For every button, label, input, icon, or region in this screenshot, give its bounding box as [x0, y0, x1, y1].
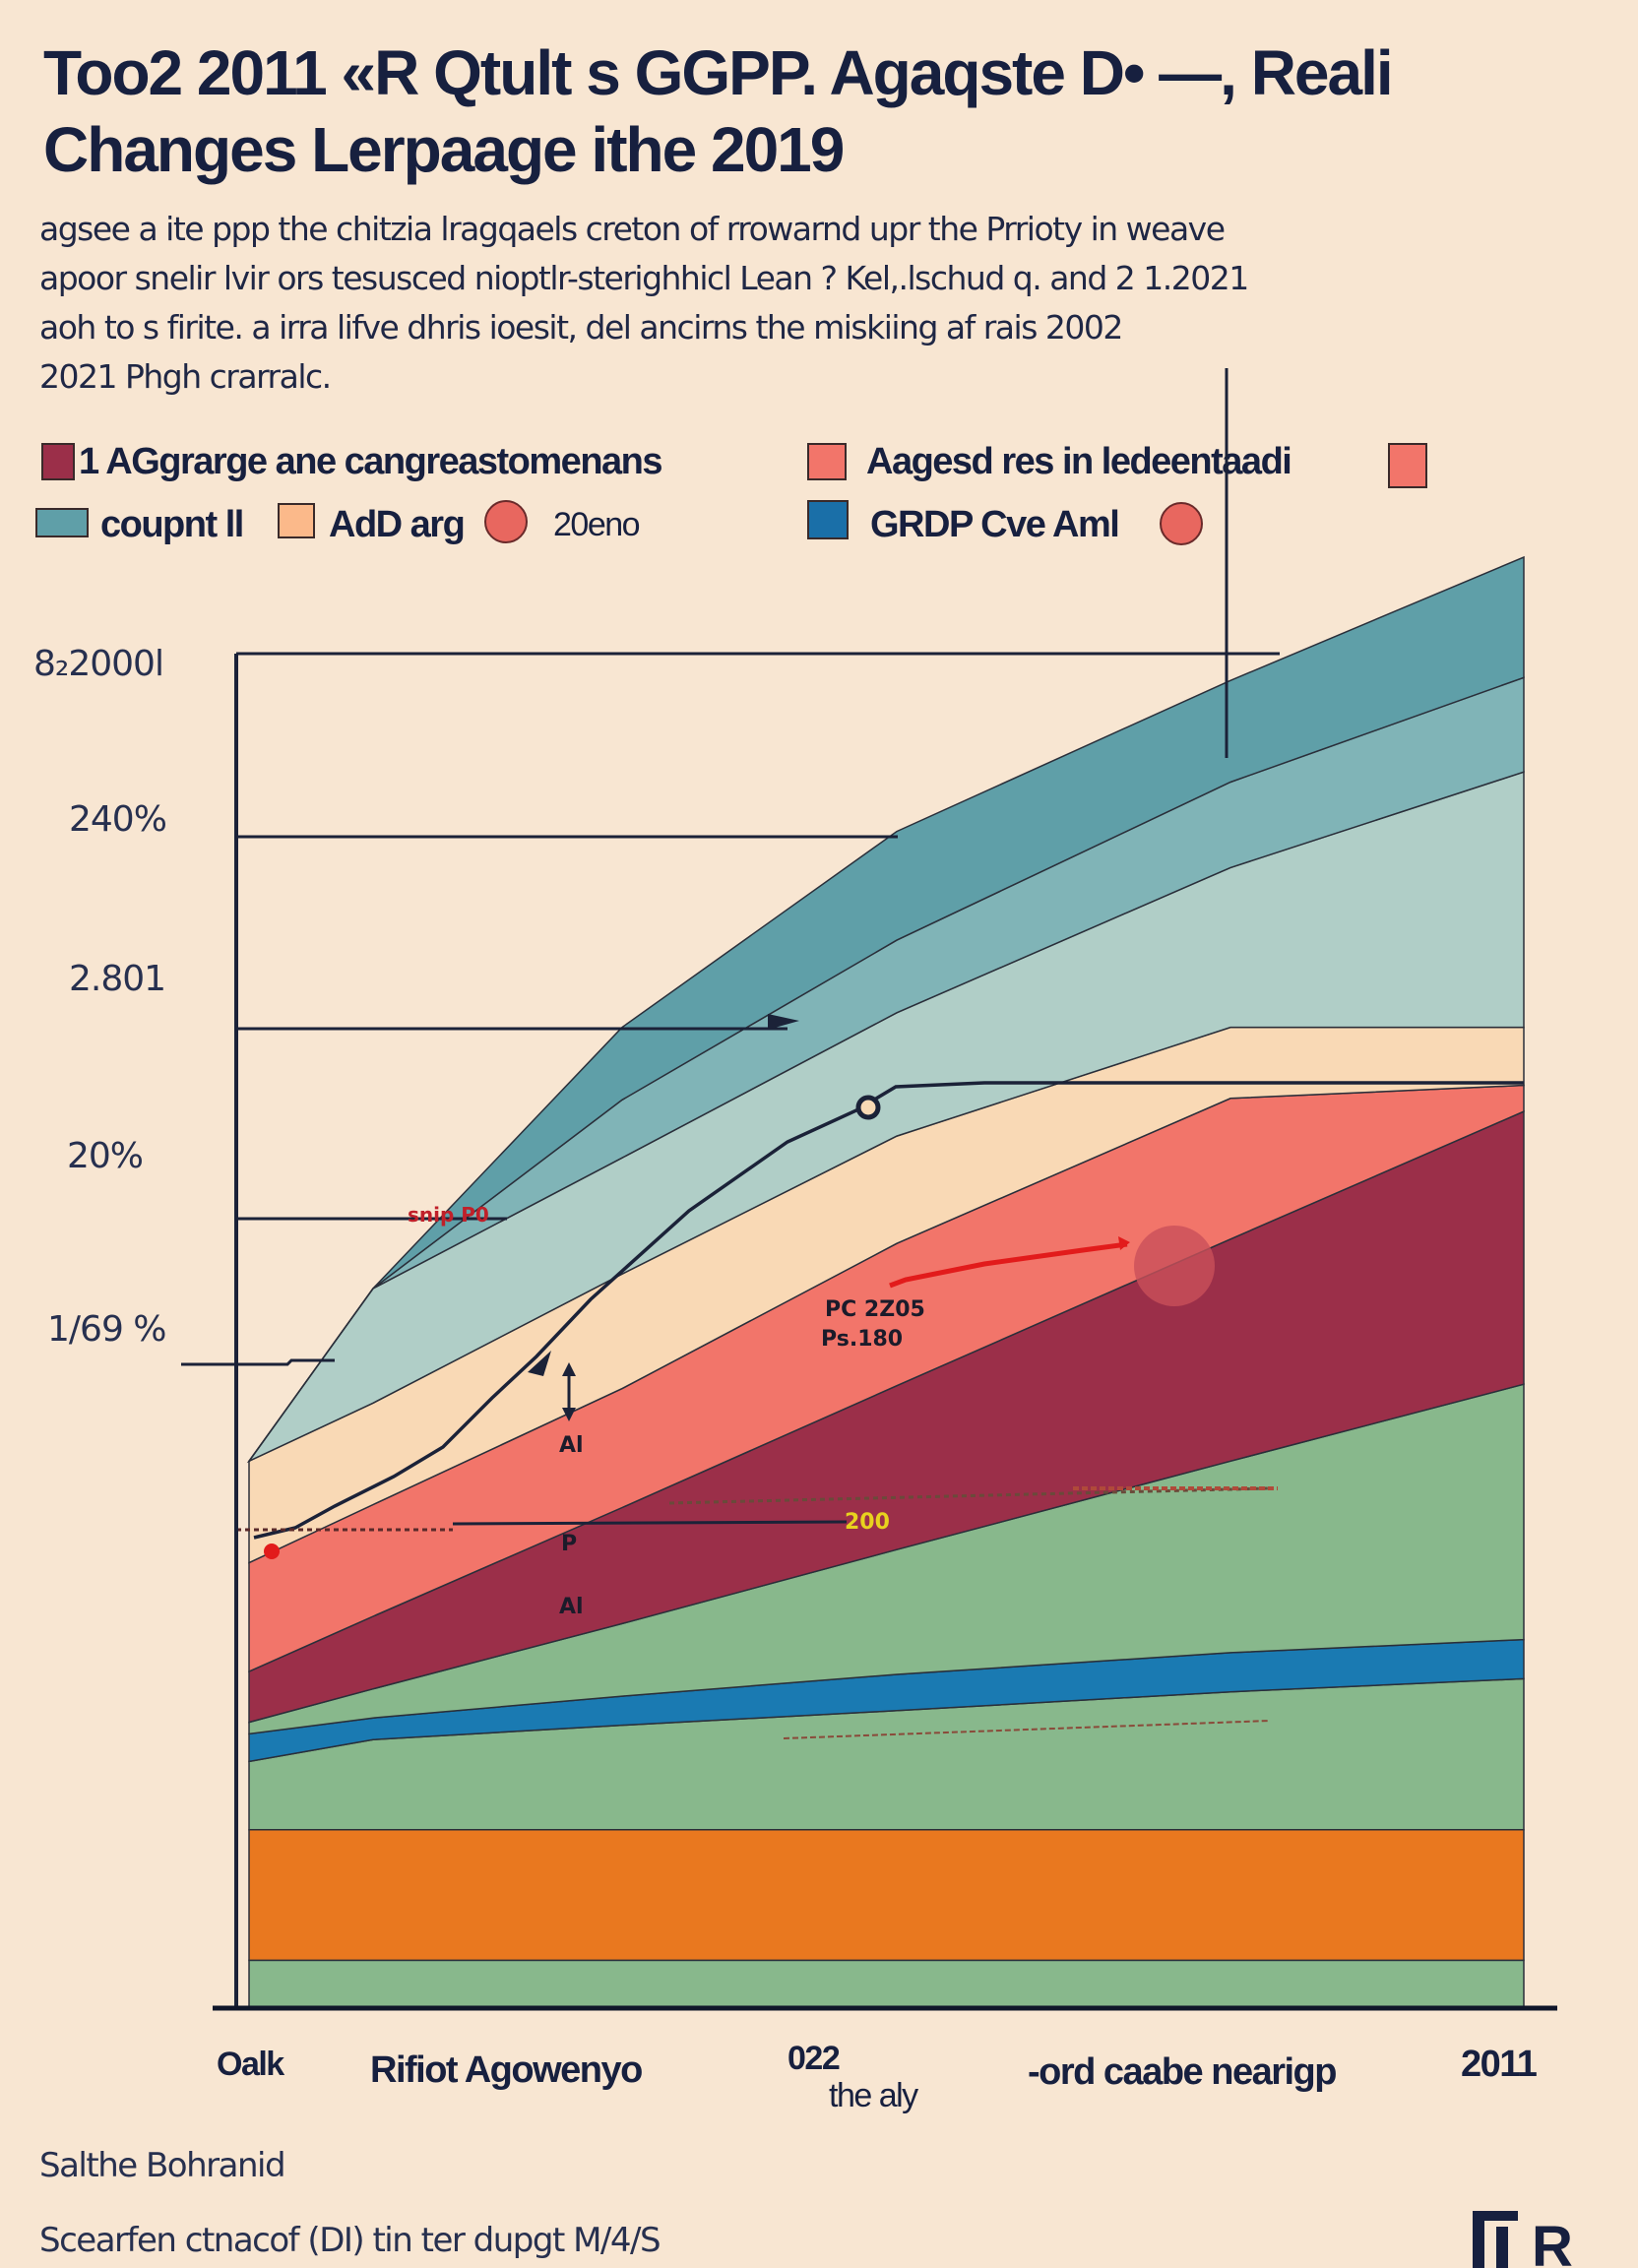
gridlines — [181, 652, 1280, 1366]
dashed-line — [668, 1486, 1271, 1505]
x-tick-label: -ord caabe nearigp — [1028, 2051, 1337, 2093]
red-marker — [264, 1544, 280, 1559]
legend-swatch — [807, 500, 849, 539]
legend-swatch — [35, 508, 89, 537]
legend-circle-marker — [1160, 502, 1203, 545]
area-layer-1 — [248, 1959, 1525, 2009]
svg-text:R: R — [1532, 2215, 1573, 2268]
trend-line — [253, 1081, 1524, 1540]
legend-label: AdD arg — [329, 504, 466, 545]
annotation-label: P — [561, 1532, 578, 1556]
reference-line — [452, 1520, 848, 1526]
source-line: Salthe Bohranid — [39, 2146, 286, 2185]
x-tick-label: the aly — [829, 2077, 918, 2114]
annotation-label: 200 — [845, 1510, 890, 1535]
legend-swatch — [278, 503, 315, 538]
y-tick-label: 1/69 % — [47, 1309, 166, 1350]
y-tick-label: 20% — [67, 1136, 144, 1176]
chart-title-line2: Changes Lerpaage ithe 2019 — [43, 114, 845, 185]
arrow-head — [768, 1014, 799, 1030]
subtitle-line: apoor snelir lvir ors tesusced nioptlr-s… — [39, 259, 1249, 297]
red-arrow — [889, 1241, 1128, 1289]
area-layer-11 — [248, 555, 1525, 1462]
legend-label: 1 AGgrarge ane cangreastomenans — [79, 441, 663, 482]
chart-title-line1: Too2 2011 «R Qtult s GGPP. Agaqste D• —,… — [43, 37, 1394, 108]
y-tick-label: 8₂2000l — [33, 644, 164, 684]
arrow-head — [1118, 1236, 1130, 1250]
annotation-label: Al — [559, 1595, 584, 1619]
legend-swatch — [1388, 443, 1427, 488]
legend-circle-marker — [484, 500, 528, 543]
x-tick-label: Oalk — [217, 2046, 284, 2083]
y-tick-label: 240% — [69, 799, 167, 840]
legend-label: GRDP Cve Aml — [870, 504, 1120, 545]
gridline — [181, 1358, 335, 1366]
arrow-head — [562, 1362, 576, 1376]
publisher-logo: R — [1473, 2211, 1581, 2268]
source-line: Scearfen ctnacof (DI) tin ter dupgt M/4/… — [39, 2221, 662, 2260]
legend-label: Aagesd res in ledeentaadi — [866, 441, 1292, 482]
legend-swatch — [41, 443, 75, 480]
annotation-label: Ps.180 — [821, 1327, 904, 1352]
legend-label: 20eno — [553, 506, 641, 543]
subtitle-line: agsee a ite ppp the chitzia lragqaels cr… — [39, 210, 1226, 248]
arrow-head — [528, 1351, 551, 1376]
x-tick-label: Rifiot Agowenyo — [370, 2049, 643, 2091]
annotation-label: Al — [559, 1433, 584, 1458]
highlight-circle — [1134, 1226, 1215, 1306]
trend-marker — [855, 1095, 881, 1120]
dashed-line — [783, 1720, 1271, 1739]
legend-swatch — [807, 443, 847, 480]
annotation-label: snip P0 — [408, 1203, 489, 1227]
x-tick-label: 2011 — [1461, 2044, 1538, 2085]
area-layer-2 — [248, 1828, 1525, 1962]
y-tick-label: 2.801 — [69, 959, 166, 999]
arrow-head — [562, 1408, 576, 1421]
subtitle-line: 2021 Phgh crarralc. — [39, 357, 332, 396]
subtitle-line: aoh to s firite. a irra lifve dhris ioes… — [39, 308, 1123, 346]
annotation-label: PC 2Z05 — [825, 1297, 925, 1322]
x-tick-label: 022 — [788, 2040, 841, 2077]
legend-label: coupnt ll — [100, 504, 244, 545]
